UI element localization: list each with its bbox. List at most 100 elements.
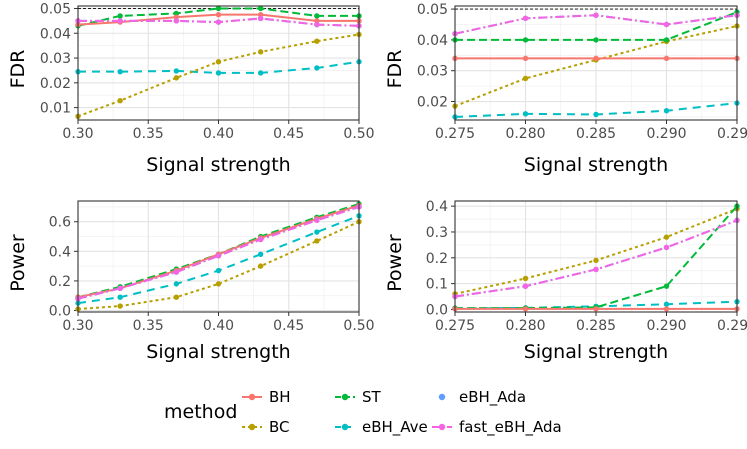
x-tick-label: 0.50: [343, 318, 374, 334]
data-point-fast_eBH_Ada: [664, 22, 669, 27]
data-point-BC: [664, 234, 669, 239]
data-point-ST: [216, 6, 221, 11]
y-tick-label: 0.04: [417, 33, 448, 49]
y-tick-label: 0.05: [40, 1, 71, 17]
data-point-BC: [593, 258, 598, 263]
data-point-BC: [523, 276, 528, 281]
data-point-eBH_Ave: [664, 108, 669, 113]
data-point-BC: [314, 38, 319, 43]
y-tick-label: 0.04: [40, 26, 71, 42]
data-point-eBH_Ave: [664, 302, 669, 307]
panel-1: 0.30 0.35 0.40 0.45 0.50 0.01 0.02 0.03 0.04 0.05…: [7, 1, 375, 176]
data-point-eBH_Ave: [258, 252, 263, 257]
data-point-eBH_Ave: [174, 68, 179, 73]
data-point-BH: [523, 56, 528, 61]
legend-label: ST: [362, 388, 382, 406]
x-tick-label: 0.295: [717, 126, 747, 142]
y-axis-title: Power: [384, 234, 406, 292]
data-point-BC: [258, 49, 263, 54]
y-axis-title: FDR: [384, 50, 406, 89]
data-point-ST: [664, 283, 669, 288]
y-tick-label: 0.3: [426, 225, 448, 241]
data-point-fast_eBH_Ada: [593, 267, 598, 272]
y-tick-label: 0.6: [49, 215, 71, 231]
data-point-eBH_Ave: [593, 112, 598, 117]
data-point-BC: [314, 238, 319, 243]
x-tick-label: 0.35: [133, 318, 164, 334]
y-tick-label: 0.03: [417, 64, 448, 80]
data-point-fast_eBH_Ada: [314, 218, 319, 223]
data-point-eBH_Ave: [117, 295, 122, 300]
data-point-ST: [314, 13, 319, 18]
legend-label: eBH_Ada: [459, 388, 526, 407]
x-tick-label: 0.295: [717, 318, 747, 334]
legend-title: method: [164, 401, 237, 423]
data-point-eBH_Ave: [117, 69, 122, 74]
y-tick-label: 0.03: [40, 51, 71, 67]
legend-item-ST: ST: [335, 388, 382, 406]
legend-item-BC: BC: [242, 418, 290, 436]
x-tick-label: 0.290: [646, 126, 686, 142]
data-point-BH: [593, 306, 598, 311]
y-tick-label: 0.2: [426, 251, 448, 267]
x-tick-label: 0.285: [576, 126, 616, 142]
x-tick-label: 0.40: [203, 318, 234, 334]
y-tick-label: 0.4: [49, 244, 71, 260]
data-point-fast_eBH_Ada: [117, 18, 122, 23]
data-point-fast_eBH_Ada: [216, 253, 221, 258]
data-point-ST: [664, 37, 669, 42]
data-point-fast_eBH_Ada: [216, 19, 221, 24]
y-tick-label: 0.01: [40, 101, 71, 117]
data-point-fast_eBH_Ada: [523, 16, 528, 21]
data-point-BC: [174, 295, 179, 300]
data-point-BC: [216, 59, 221, 64]
x-tick-label: 0.30: [62, 126, 93, 142]
data-point-ST: [523, 37, 528, 42]
legend-item-eBH_Ada: eBH_Ada: [439, 388, 526, 407]
x-tick-label: 0.280: [505, 126, 545, 142]
data-point-eBH_Ave: [314, 65, 319, 70]
legend-item-BH: BH: [242, 388, 291, 406]
legend-item-eBH_Ave: eBH_Ave: [335, 418, 428, 437]
x-axis-title: Signal strength: [524, 154, 668, 176]
y-tick-label: 0.2: [49, 274, 71, 290]
y-tick-label: 0.1: [426, 277, 448, 293]
x-axis-title: Signal strength: [146, 341, 290, 363]
data-point-ST: [593, 37, 598, 42]
legend-key-point: [439, 394, 445, 400]
y-tick-label: 0.05: [417, 2, 448, 18]
data-point-BH: [593, 56, 598, 61]
data-point-BC: [117, 303, 122, 308]
x-tick-label: 0.285: [576, 318, 616, 334]
data-point-BC: [117, 98, 122, 103]
data-point-fast_eBH_Ada: [664, 245, 669, 250]
y-axis-title: Power: [7, 234, 29, 292]
y-tick-label: 0.0: [49, 304, 71, 320]
data-point-fast_eBH_Ada: [593, 13, 598, 18]
data-point-BH: [216, 12, 221, 17]
panel-3: 0.30 0.35 0.40 0.45 0.50 0.0 0.2 0.4 0.6 Signal s…: [7, 201, 375, 363]
x-tick-label: 0.40: [203, 126, 234, 142]
panel-2: 0.275 0.280 0.285 0.290 0.295 0.02 0.03 0.04 0.0…: [384, 2, 747, 176]
data-point-BC: [174, 75, 179, 80]
data-point-ST: [117, 13, 122, 18]
data-point-eBH_Ave: [314, 229, 319, 234]
y-tick-label: 0.02: [40, 76, 71, 92]
legend: method BH BC ST eBH_Ave eBH_Ada fast_eBH_Ada: [164, 388, 562, 437]
data-point-BC: [258, 263, 263, 268]
x-tick-label: 0.290: [646, 318, 686, 334]
x-axis-title: Signal strength: [524, 341, 668, 363]
x-tick-label: 0.45: [273, 126, 304, 142]
data-point-fast_eBH_Ada: [174, 269, 179, 274]
data-point-fast_eBH_Ada: [258, 237, 263, 242]
y-axis-title: FDR: [7, 50, 29, 89]
legend-key-point: [439, 424, 445, 430]
legend-key-point: [249, 424, 255, 430]
y-tick-label: 0.0: [426, 302, 448, 318]
x-tick-label: 0.280: [505, 318, 545, 334]
legend-item-fast_eBH_Ada: fast_eBH_Ada: [432, 418, 562, 437]
data-point-ST: [258, 6, 263, 11]
legend-label: BH: [269, 388, 291, 406]
panel-4: 0.275 0.280 0.285 0.290 0.295 0.0 0.1 0.2 0.3 0.4…: [384, 199, 747, 363]
data-point-BH: [664, 56, 669, 61]
